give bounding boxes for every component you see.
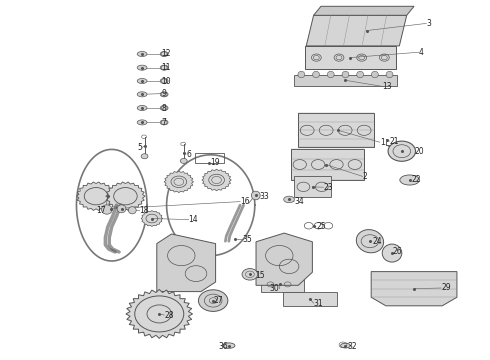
Polygon shape [306,15,407,46]
Ellipse shape [137,78,147,84]
Polygon shape [371,271,457,306]
Ellipse shape [400,175,419,185]
Circle shape [198,290,228,311]
Polygon shape [291,149,364,180]
Ellipse shape [298,71,305,78]
Bar [195,153,224,163]
Polygon shape [256,233,313,285]
Ellipse shape [313,71,319,78]
Circle shape [242,269,258,280]
Ellipse shape [356,230,384,253]
Ellipse shape [342,71,349,78]
Text: 9: 9 [162,89,167,98]
Text: 2: 2 [363,172,368,181]
Text: 32: 32 [348,342,358,351]
Polygon shape [202,169,231,191]
Ellipse shape [137,120,147,125]
Text: 25: 25 [316,222,326,231]
Text: 26: 26 [392,248,402,256]
Text: 11: 11 [162,63,171,72]
Ellipse shape [160,92,168,97]
Ellipse shape [137,65,147,70]
Polygon shape [298,113,374,148]
Circle shape [388,141,416,161]
Text: 6: 6 [186,150,191,158]
Text: 34: 34 [294,197,304,206]
Text: 17: 17 [96,206,105,215]
Text: 12: 12 [162,49,171,58]
Ellipse shape [284,196,294,203]
Text: 29: 29 [441,284,451,292]
Text: 35: 35 [243,235,252,244]
Ellipse shape [371,71,378,78]
Text: 4: 4 [419,48,424,57]
Text: 31: 31 [314,299,323,307]
Text: 16: 16 [240,197,250,206]
Text: 14: 14 [189,215,198,224]
Ellipse shape [137,51,147,57]
Ellipse shape [101,205,112,214]
Ellipse shape [341,343,350,348]
Text: 1: 1 [380,138,385,147]
Ellipse shape [160,120,168,125]
Text: 5: 5 [137,143,142,152]
Text: 27: 27 [213,296,223,305]
Ellipse shape [137,105,147,111]
Ellipse shape [251,191,260,200]
Text: 30: 30 [270,284,279,293]
Ellipse shape [327,71,334,78]
Text: 13: 13 [382,82,392,91]
Polygon shape [305,46,396,69]
Text: 20: 20 [414,147,424,156]
Circle shape [141,154,148,159]
Text: 3: 3 [426,19,431,28]
Polygon shape [157,234,216,292]
Ellipse shape [160,78,168,84]
Text: 24: 24 [372,237,382,246]
Polygon shape [76,182,116,211]
Text: 19: 19 [211,158,220,167]
Text: 36: 36 [218,342,228,351]
Polygon shape [283,292,337,306]
Ellipse shape [160,105,168,111]
Ellipse shape [222,343,235,348]
Text: 8: 8 [162,104,167,112]
Polygon shape [294,176,331,197]
Ellipse shape [386,71,393,78]
Text: 22: 22 [412,175,421,184]
Circle shape [180,158,187,163]
Polygon shape [294,75,397,86]
Ellipse shape [357,71,364,78]
Polygon shape [164,171,194,193]
Ellipse shape [160,65,168,70]
Polygon shape [106,182,145,211]
Polygon shape [141,211,163,226]
Text: 33: 33 [260,192,270,201]
Text: 21: 21 [390,136,399,145]
Ellipse shape [137,92,147,97]
Ellipse shape [160,51,168,57]
Polygon shape [261,276,304,292]
Text: 7: 7 [162,118,167,127]
Polygon shape [126,289,193,338]
Polygon shape [314,6,414,15]
Ellipse shape [382,244,402,262]
Text: 28: 28 [164,310,173,320]
Text: 15: 15 [255,271,265,280]
Ellipse shape [117,205,126,213]
Ellipse shape [128,207,136,214]
Text: 23: 23 [323,183,333,192]
Text: 10: 10 [162,77,172,85]
Text: 18: 18 [140,206,149,215]
